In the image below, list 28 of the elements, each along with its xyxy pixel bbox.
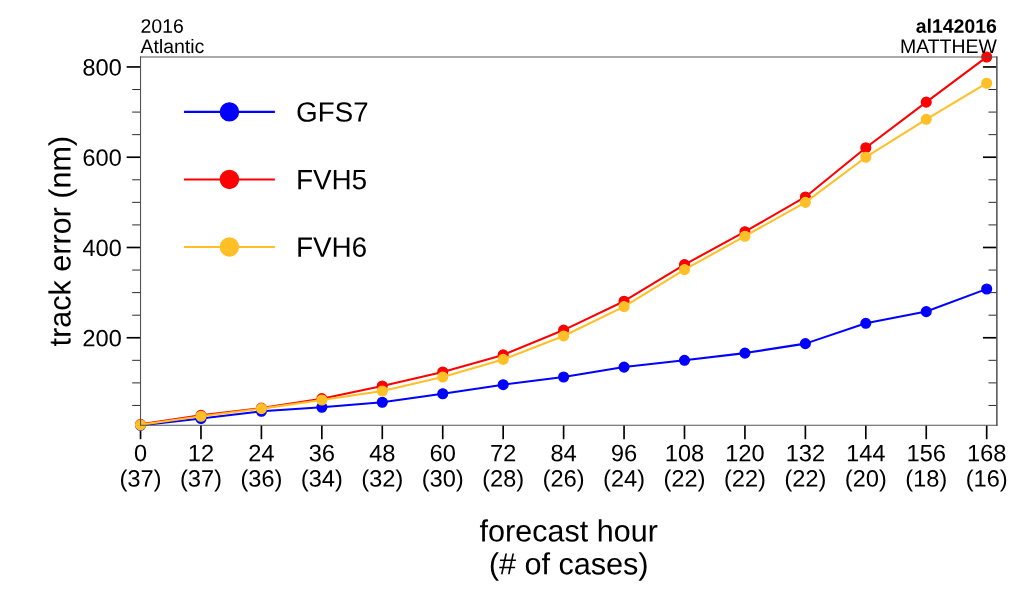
chart-subtitle: MATTHEW xyxy=(901,39,997,53)
legend-label: FVH6 xyxy=(298,237,366,257)
y-tick-label: 800 xyxy=(83,59,121,76)
x-tick-label: 144 (20) xyxy=(846,444,886,492)
y-axis-title: track error (nm) xyxy=(48,137,77,346)
y-tick-label: 600 xyxy=(83,149,121,167)
x-tick-label: 0 (37) xyxy=(121,444,161,492)
chart-title: al142016 xyxy=(916,18,997,33)
y-tick-label: 400 xyxy=(82,239,121,257)
x-tick-label: 72 (28) xyxy=(483,444,523,492)
x-axis-title: forecast hour (# of cases) xyxy=(479,519,658,581)
y-tick-label: 200 xyxy=(83,329,121,347)
text: 2016 xyxy=(141,19,183,33)
x-tick-label: 108 (22) xyxy=(664,444,705,492)
legend-label: GFS7 xyxy=(297,102,368,122)
x-tick-label: 84 (26) xyxy=(544,444,584,492)
legend-label: FVH5 xyxy=(298,170,366,190)
x-tick-label: 36 (34) xyxy=(302,444,342,492)
text: Atlantic xyxy=(140,38,204,54)
x-tick-label: 48 (32) xyxy=(362,444,402,492)
x-tick-label: 96 (24) xyxy=(604,444,644,492)
x-tick-label: 120 (22) xyxy=(725,444,765,492)
x-tick-label: 156 (18) xyxy=(906,444,946,492)
x-tick-label: 168 (16) xyxy=(967,444,1007,492)
x-tick-label: 60 (30) xyxy=(423,444,463,492)
x-tick-label: 24 (36) xyxy=(241,444,281,492)
x-tick-label: 12 (37) xyxy=(181,444,221,492)
x-tick-label: 132 (22) xyxy=(785,444,825,492)
